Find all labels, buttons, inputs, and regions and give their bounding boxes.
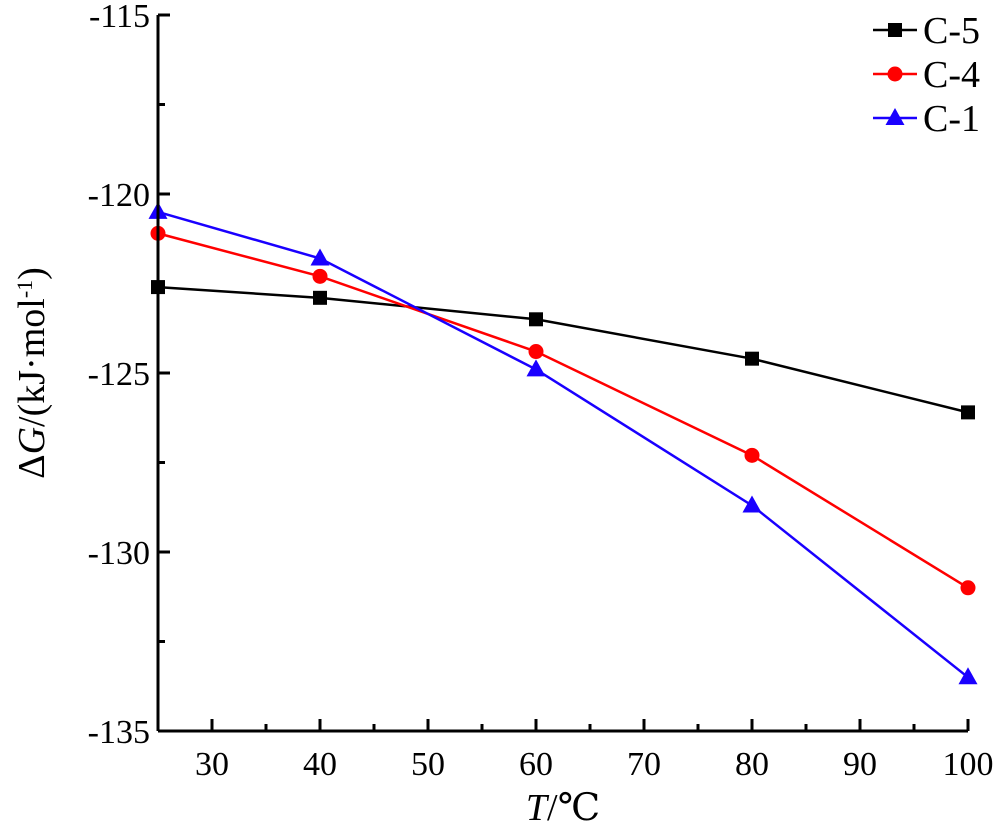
x-tick-label: 70 [627, 746, 661, 783]
legend-item-c-1: C-1 [873, 98, 980, 140]
legend: C-5C-4C-1 [873, 10, 980, 140]
y-axis-unit-exponent: -1 [12, 280, 37, 298]
data-point-c-4 [312, 268, 328, 284]
data-point-c-5 [961, 405, 975, 420]
data-point-c-1 [958, 667, 978, 685]
legend-item-c-5: C-5 [873, 10, 980, 52]
data-point-c-5 [745, 351, 759, 366]
x-tick-label: 80 [735, 746, 769, 783]
data-point-c-4 [744, 447, 760, 463]
x-tick-label: 50 [411, 746, 445, 783]
plot-area [148, 201, 978, 685]
data-point-c-1 [526, 359, 546, 377]
data-point-c-5 [529, 312, 543, 327]
series-line-c-5 [157, 285, 969, 414]
legend-swatch-marker [885, 108, 905, 125]
y-axis-prefix: Δ [11, 454, 53, 478]
series-c-5 [151, 280, 975, 420]
data-point-c-1 [310, 248, 330, 266]
legend-label: C-1 [923, 98, 980, 140]
x-axis-var: T [526, 787, 550, 829]
data-point-c-5 [313, 290, 327, 305]
legend-item-c-4: C-4 [873, 54, 980, 96]
y-axis-unit-close: ) [11, 267, 53, 280]
x-tick-label: 90 [843, 746, 877, 783]
series-line-c-1 [157, 210, 969, 679]
data-point-c-4 [960, 580, 976, 596]
y-tick-label: -125 [88, 356, 150, 393]
y-tick-label: -135 [88, 714, 150, 751]
data-point-c-4 [528, 344, 544, 360]
y-axis-var: G [11, 427, 53, 454]
y-axis-unit: /(kJ·mol [11, 298, 53, 427]
x-tick-label: 60 [519, 746, 553, 783]
x-tick-label: 40 [303, 746, 337, 783]
y-tick-label: -130 [88, 535, 150, 572]
series-c-1 [148, 201, 978, 685]
legend-label: C-4 [923, 54, 980, 96]
y-tick-label: -115 [89, 0, 150, 35]
axes: -115 -120 -125 -130 -135 30 40 50 60 70 80 90 100 [88, 0, 994, 783]
data-point-c-1 [742, 495, 762, 513]
series-c-4 [150, 225, 976, 596]
legend-label: C-5 [923, 10, 980, 52]
y-tick-label: -120 [88, 177, 150, 214]
series-line-c-4 [157, 232, 969, 589]
x-axis-title: T/℃ [526, 787, 600, 829]
x-tick-label: 100 [943, 746, 994, 783]
legend-swatch-marker [887, 66, 903, 82]
legend-swatch-marker [888, 23, 902, 37]
x-tick-label: 30 [195, 746, 229, 783]
x-axis-unit: /℃ [547, 787, 600, 829]
y-axis-title: ΔG/(kJ·mol-1) [11, 267, 53, 479]
